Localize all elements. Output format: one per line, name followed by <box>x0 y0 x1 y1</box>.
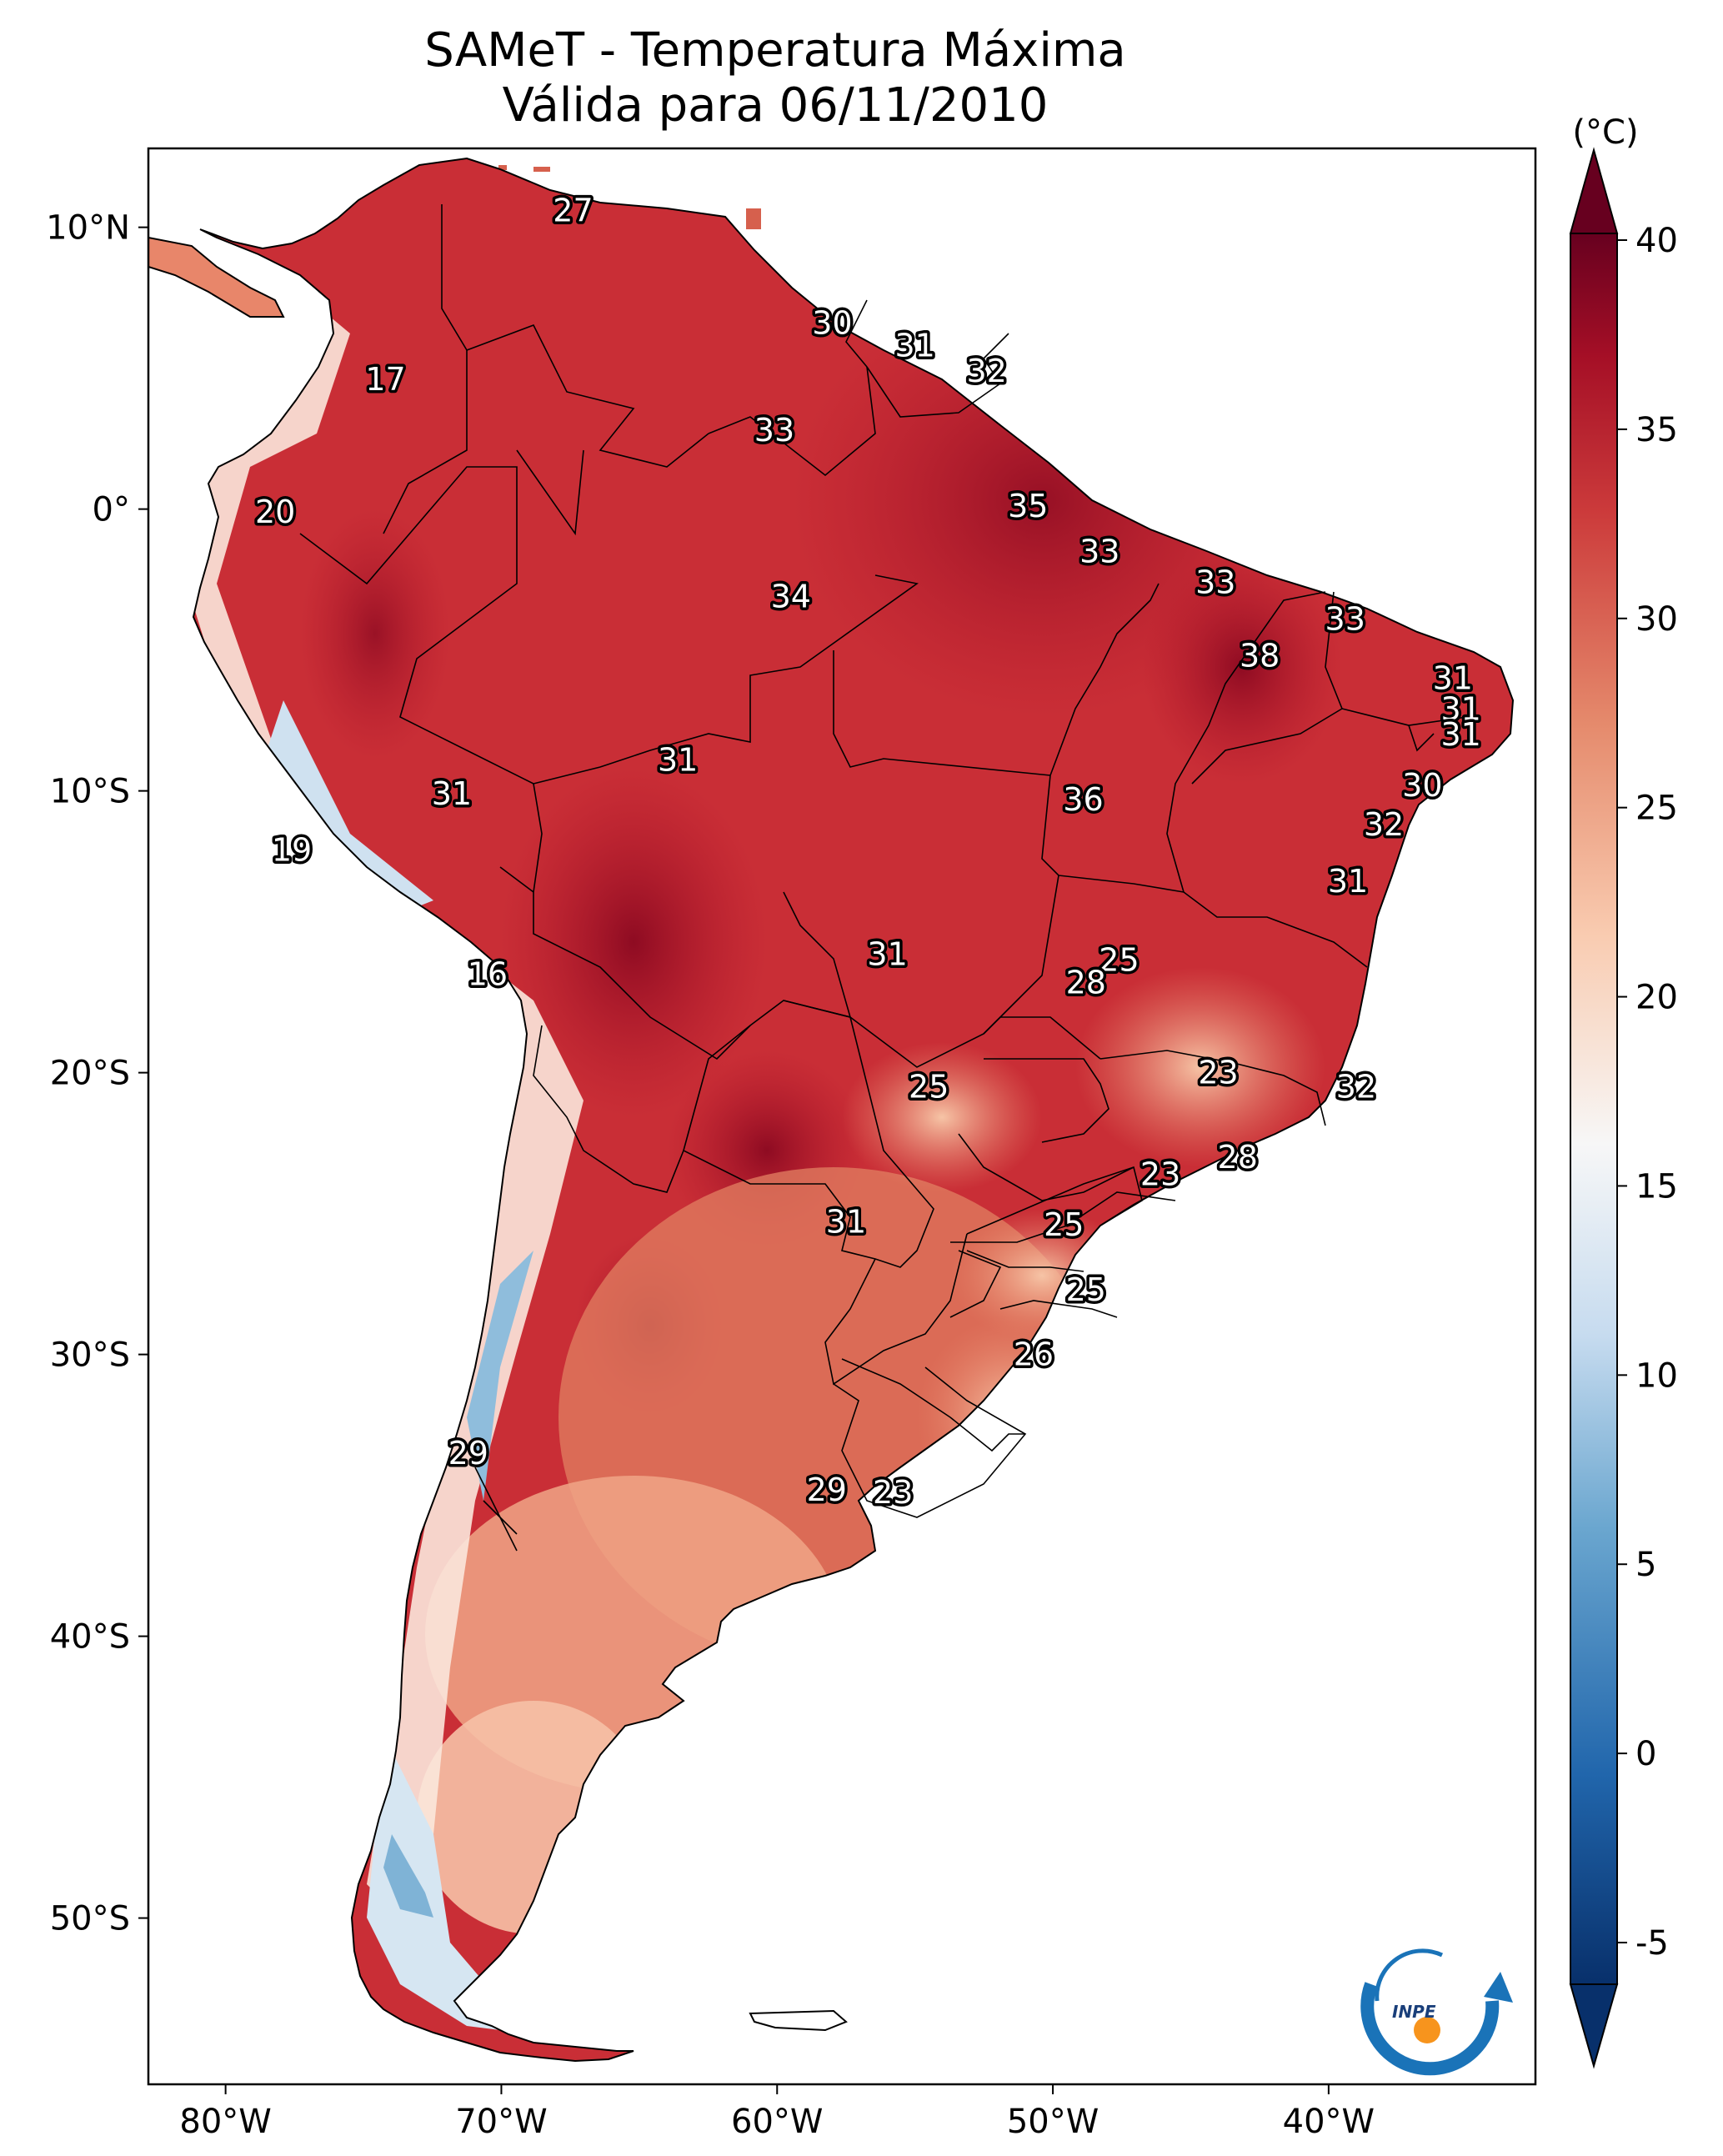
temperature-label: 23 <box>1140 1156 1180 1192</box>
temperature-label: 31 <box>1328 863 1368 900</box>
colorbar-scale <box>1570 233 1618 1985</box>
temperature-label: 31 <box>432 775 472 812</box>
temperature-label: 31 <box>867 936 907 973</box>
temperature-label: 20 <box>255 494 295 530</box>
temperature-label: 32 <box>966 353 1006 389</box>
temperature-label: 16 <box>468 955 508 992</box>
temperature-label: 19 <box>272 832 312 869</box>
temperature-label: 28 <box>1066 964 1106 1000</box>
country-borders <box>299 204 1468 1552</box>
lon-tick-label: 80°W <box>179 2103 271 2141</box>
falkland-islands <box>749 2009 848 2032</box>
temperature-label: 31 <box>1433 659 1473 696</box>
temperature-label: 33 <box>754 412 794 449</box>
temperature-label: 33 <box>1079 533 1119 569</box>
colorbar-tick-label: -5 <box>1635 1924 1669 1963</box>
map-frame <box>147 147 1537 2086</box>
temperature-label: 34 <box>771 578 811 614</box>
temperature-label: 25 <box>1044 1206 1084 1243</box>
temperature-label: 25 <box>1066 1271 1106 1308</box>
temperature-label: 32 <box>1336 1069 1376 1106</box>
lon-tick-label: 50°W <box>1007 2103 1099 2141</box>
lat-tick-label: 20°S <box>50 1055 130 1093</box>
temperature-label: 30 <box>812 305 852 342</box>
colorbar-tick-label: 10 <box>1635 1356 1678 1395</box>
lat-tick-label: 40°S <box>50 1618 130 1657</box>
colorbar-unit-label: (°C) <box>1572 113 1638 152</box>
island-trinidad <box>746 208 761 229</box>
inpe-logo: INPE <box>1360 1948 1513 2076</box>
temperature-label: 31 <box>826 1204 866 1241</box>
temperature-label: 32 <box>1364 806 1404 843</box>
title-line-1: SAMeT - Temperatura Máxima <box>424 23 1126 78</box>
temperature-label: 29 <box>807 1472 847 1508</box>
lat-tick-label: 0° <box>93 491 130 529</box>
lon-tick-label: 40°W <box>1283 2103 1375 2141</box>
temperature-label: 33 <box>1195 564 1235 601</box>
lat-tick-label: 10°N <box>46 209 130 248</box>
temperature-label: 23 <box>1198 1055 1238 1091</box>
temperature-label: 35 <box>1008 488 1048 524</box>
temperature-label: 30 <box>1402 767 1442 804</box>
temperature-label: 29 <box>448 1435 488 1472</box>
temperature-label: 36 <box>1063 781 1103 818</box>
temperature-label: 23 <box>873 1474 913 1511</box>
colorbar-tick-label: 30 <box>1635 600 1678 639</box>
colorbar-tick-label: 15 <box>1635 1167 1678 1206</box>
colorbar-min-arrow <box>1569 1983 1619 2069</box>
colorbar-tick-label: 5 <box>1635 1546 1656 1584</box>
temperature-label: 31 <box>894 328 934 364</box>
logo-text: INPE <box>1392 2002 1436 2022</box>
colorbar-tick-label: 40 <box>1635 222 1678 260</box>
temperature-label: 25 <box>1099 941 1139 978</box>
lat-tick-label: 10°S <box>50 773 130 811</box>
logo-dot <box>1414 2017 1440 2043</box>
longitude-axis: 80°W 70°W 60°W 50°W 40°W <box>179 2084 1375 2141</box>
temperature-label: 26 <box>1014 1336 1054 1373</box>
colorbar: (°C) 40 35 30 25 20 15 10 5 0 -5 <box>1569 113 1678 2069</box>
lat-tick-label: 50°S <box>50 1900 130 1938</box>
map-title: SAMeT - Temperatura Máxima Válida para 0… <box>0 23 1550 133</box>
latitude-axis: 10°N 0° 10°S 20°S 30°S 40°S 50°S <box>46 209 148 1938</box>
temperature-label: 25 <box>909 1069 949 1106</box>
colorbar-tick-label: 20 <box>1635 979 1678 1017</box>
lon-tick-label: 60°W <box>731 2103 823 2141</box>
lon-tick-label: 70°W <box>455 2103 547 2141</box>
colorbar-tick-label: 25 <box>1635 790 1678 828</box>
temperature-label: 31 <box>1441 716 1481 753</box>
temperature-label: 31 <box>658 741 698 778</box>
temperature-label: 17 <box>365 361 405 398</box>
temperature-field <box>148 158 1514 2062</box>
temperature-label: 27 <box>553 192 593 228</box>
temperature-label: 33 <box>1325 600 1365 637</box>
colorbar-tick-label: 35 <box>1635 411 1678 449</box>
temperature-label: 28 <box>1218 1139 1258 1176</box>
title-line-2: Válida para 06/11/2010 <box>502 78 1049 133</box>
colorbar-max-arrow <box>1569 147 1619 234</box>
temperature-label: 38 <box>1240 637 1280 674</box>
lat-tick-label: 30°S <box>50 1336 130 1375</box>
colorbar-tick-label: 0 <box>1635 1735 1656 1773</box>
temperature-label: 31 <box>1441 691 1481 728</box>
